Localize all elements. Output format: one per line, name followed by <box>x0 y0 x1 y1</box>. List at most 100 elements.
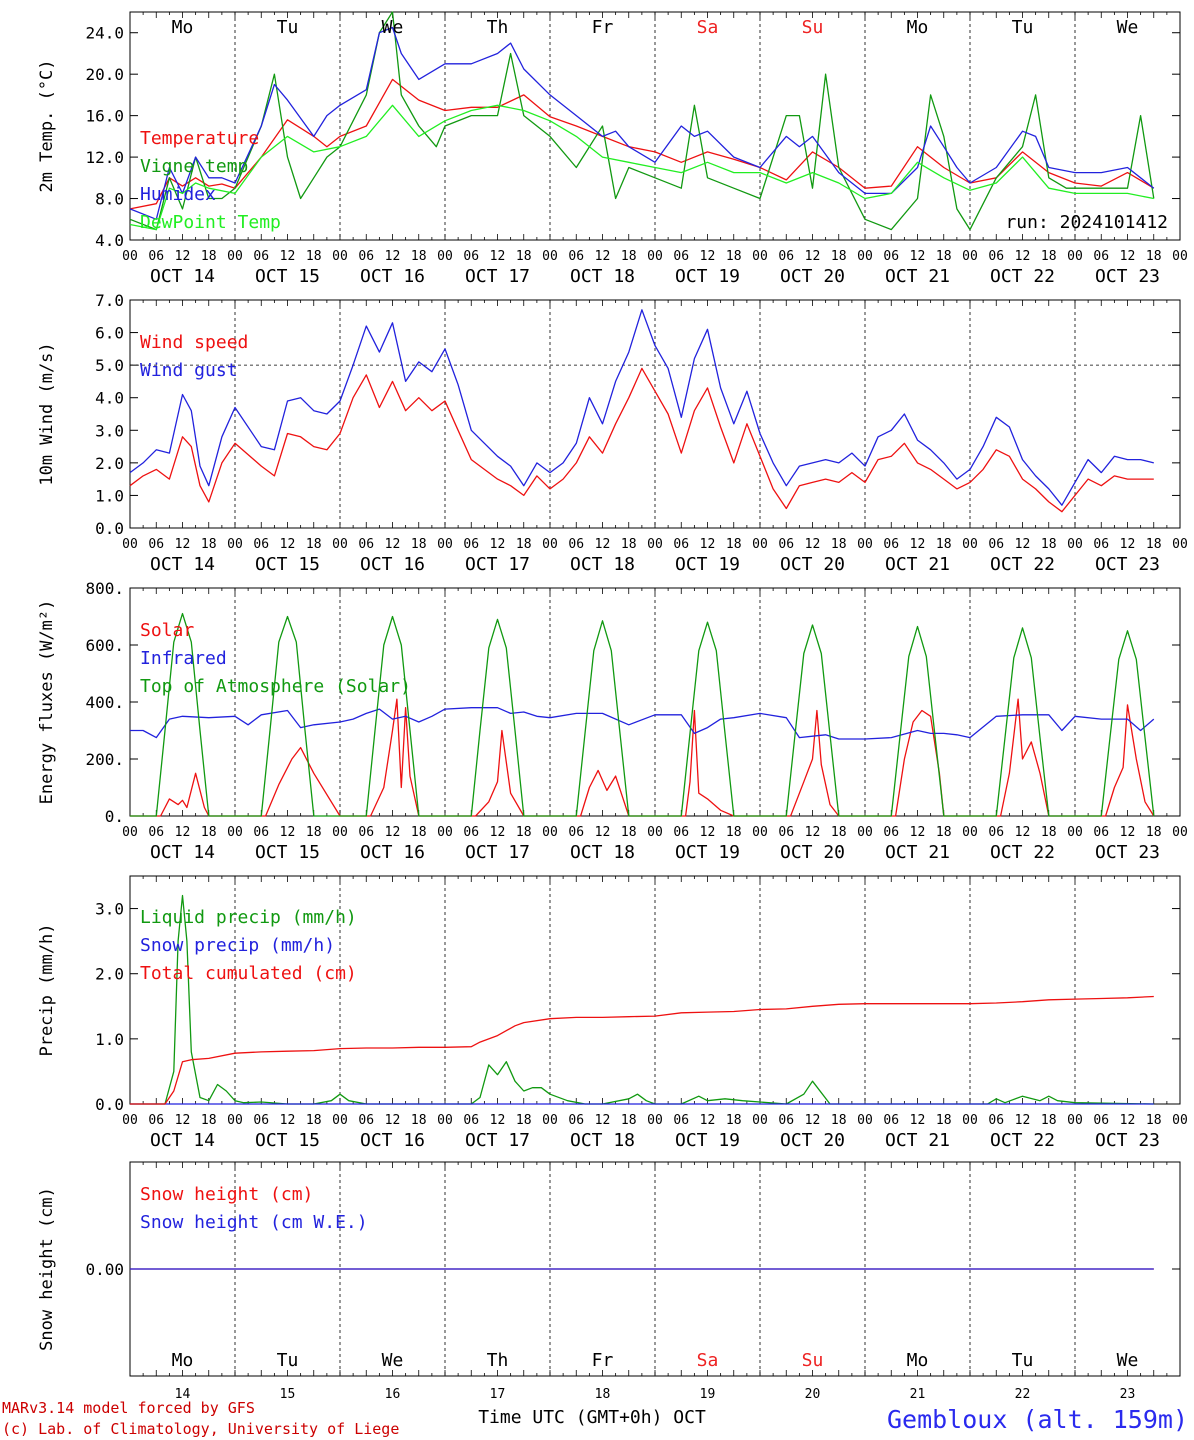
y-tick-label: 6.0 <box>95 324 124 343</box>
series-line-infrared <box>130 707 1155 740</box>
panel-3: 800. 600. 400. 200. 0. Energy fluxes (W/m²) So… <box>37 579 1188 863</box>
hour-tick-label: 06 <box>463 1113 479 1128</box>
hour-tick-label: 00 <box>542 249 558 264</box>
legend-label: Vigne temp <box>140 156 248 177</box>
hour-tick-label: 00 <box>1172 249 1188 264</box>
date-label: OCT 20 <box>780 842 845 863</box>
hour-tick-label: 18 <box>411 825 427 840</box>
y-axis-title: Precip (mm/h) <box>37 923 57 1056</box>
model-credit: MARv3.14 model forced by GFS <box>2 1399 255 1417</box>
day-name-label: Th <box>487 17 509 38</box>
hour-tick-label: 12 <box>490 825 506 840</box>
hour-tick-label: 00 <box>1172 537 1188 552</box>
day-name-label: Mo <box>172 17 194 38</box>
hour-tick-label: 00 <box>227 249 243 264</box>
day-number-label: 19 <box>700 1387 716 1402</box>
y-tick-label: 400. <box>85 693 124 712</box>
legend-label: Snow height (cm W.E.) <box>140 1212 368 1233</box>
hour-tick-label: 12 <box>595 1113 611 1128</box>
date-label: OCT 22 <box>990 842 1055 863</box>
hour-tick-label: 06 <box>673 537 689 552</box>
legend-label: DewPoint Temp <box>140 212 281 233</box>
hour-tick-label: 12 <box>595 249 611 264</box>
hour-tick-label: 12 <box>595 825 611 840</box>
hour-tick-label: 06 <box>1093 537 1109 552</box>
hour-tick-label: 18 <box>936 825 952 840</box>
panel-4: 3.0 2.0 1.0 0.0 Precip (mm/h) Liquid precip (… <box>37 875 1188 1151</box>
station-label: Gembloux (alt. 159m) <box>887 1405 1188 1434</box>
hour-tick-label: 18 <box>831 537 847 552</box>
hour-tick-label: 12 <box>385 249 401 264</box>
y-tick-label: 1.0 <box>95 486 124 505</box>
hour-tick-label: 18 <box>621 825 637 840</box>
date-label: OCT 16 <box>360 842 425 863</box>
date-label: OCT 21 <box>885 266 950 287</box>
day-name-label: Tu <box>1012 17 1034 38</box>
date-label: OCT 19 <box>675 1130 740 1151</box>
day-number-label: 15 <box>280 1387 296 1402</box>
hour-tick-label: 18 <box>621 249 637 264</box>
hour-tick-label: 12 <box>280 249 296 264</box>
date-label: OCT 15 <box>255 266 320 287</box>
hour-tick-label: 12 <box>280 825 296 840</box>
date-label: OCT 19 <box>675 266 740 287</box>
y-axis-title: 10m Wind (m/s) <box>37 342 57 485</box>
hour-tick-label: 18 <box>621 1113 637 1128</box>
hour-tick-label: 12 <box>805 1113 821 1128</box>
hour-tick-label: 06 <box>988 1113 1004 1128</box>
hour-tick-label: 18 <box>936 537 952 552</box>
legend-label: Total cumulated (cm) <box>140 963 357 984</box>
hour-tick-label: 06 <box>463 537 479 552</box>
hour-tick-label: 00 <box>752 537 768 552</box>
hour-tick-label: 12 <box>280 537 296 552</box>
series-line-wind-gust <box>129 309 1154 506</box>
hour-tick-label: 00 <box>752 249 768 264</box>
hour-tick-label: 00 <box>1067 537 1083 552</box>
hour-tick-label: 18 <box>1146 537 1162 552</box>
hour-tick-label: 12 <box>700 249 716 264</box>
hour-tick-label: 06 <box>778 537 794 552</box>
date-label: OCT 16 <box>360 1130 425 1151</box>
hour-tick-label: 00 <box>332 537 348 552</box>
y-tick-label: 3.0 <box>95 900 124 919</box>
hour-tick-label: 18 <box>411 537 427 552</box>
hour-tick-label: 12 <box>280 1113 296 1128</box>
hour-tick-label: 06 <box>148 249 164 264</box>
y-axis-title: 2m Temp. (°C) <box>37 59 57 192</box>
hour-tick-label: 00 <box>962 537 978 552</box>
hour-tick-label: 06 <box>1093 1113 1109 1128</box>
hour-tick-label: 00 <box>857 537 873 552</box>
hour-tick-label: 06 <box>568 825 584 840</box>
hour-tick-label: 12 <box>1120 1113 1136 1128</box>
hour-tick-label: 12 <box>490 537 506 552</box>
hour-tick-label: 18 <box>831 1113 847 1128</box>
hour-tick-label: 18 <box>1041 537 1057 552</box>
hour-tick-label: 12 <box>910 249 926 264</box>
legend-label: Liquid precip (mm/h) <box>140 907 357 928</box>
legend-label: Humidex <box>140 184 216 205</box>
hour-tick-label: 00 <box>122 1113 138 1128</box>
day-number-label: 16 <box>385 1387 401 1402</box>
hour-tick-label: 06 <box>568 1113 584 1128</box>
hour-tick-label: 00 <box>542 1113 558 1128</box>
hour-tick-label: 00 <box>647 1113 663 1128</box>
hour-tick-label: 06 <box>1093 249 1109 264</box>
hour-tick-label: 06 <box>988 249 1004 264</box>
date-label: OCT 23 <box>1095 554 1160 575</box>
hour-tick-label: 00 <box>752 825 768 840</box>
hour-tick-label: 12 <box>385 537 401 552</box>
run-label: run: 2024101412 <box>1005 212 1168 233</box>
hour-tick-label: 12 <box>1015 1113 1031 1128</box>
legend-label: Top of Atmosphere (Solar) <box>140 676 411 697</box>
hour-tick-label: 12 <box>175 537 191 552</box>
hour-tick-label: 00 <box>752 1113 768 1128</box>
y-tick-label: 16.0 <box>85 107 124 126</box>
hour-tick-label: 00 <box>542 825 558 840</box>
legend-label: Snow precip (mm/h) <box>140 935 335 956</box>
hour-tick-label: 06 <box>778 249 794 264</box>
y-tick-label: 600. <box>85 636 124 655</box>
series-line-total-cumulated-cm- <box>130 995 1154 1105</box>
hour-tick-label: 00 <box>857 1113 873 1128</box>
day-name-label: We <box>382 1350 404 1371</box>
hour-tick-label: 00 <box>962 825 978 840</box>
